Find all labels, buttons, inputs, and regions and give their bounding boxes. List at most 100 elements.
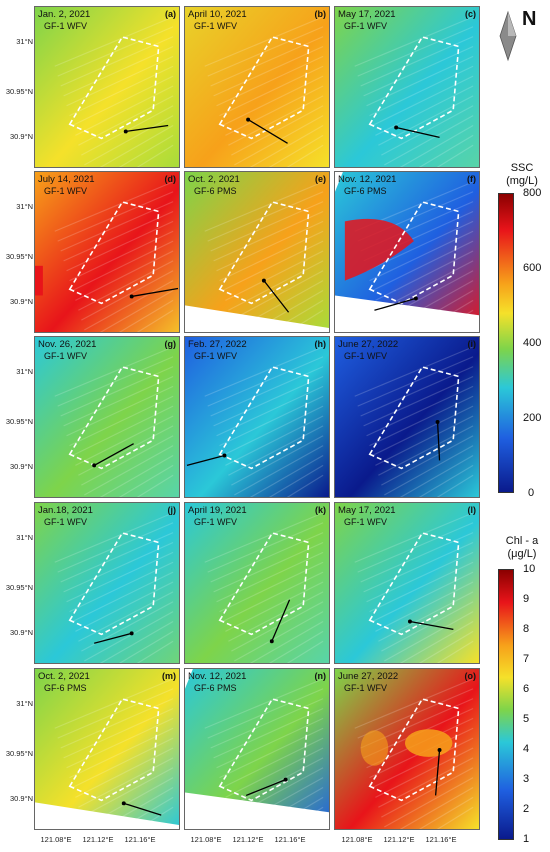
ssc-title: SSC xyxy=(510,162,534,174)
chl-unit: (μg/L) xyxy=(507,548,537,560)
lon-label: 121.12°E xyxy=(383,835,415,844)
lat-label: 30.95°N xyxy=(5,749,33,758)
panel-letter: (l) xyxy=(467,505,477,515)
chl-tick: 3 xyxy=(523,773,530,785)
map-panel-h: Feb. 27, 2022 GF-1 WFV (h) xyxy=(184,336,330,498)
chl-colorbar-title: Chl - a (μg/L) xyxy=(497,535,547,561)
panel-date: Feb. 27, 2022 xyxy=(188,339,247,350)
panel-sensor: GF-1 WFV xyxy=(344,351,387,361)
lon-label: 121.12°E xyxy=(82,835,114,844)
lat-label: 30.9°N xyxy=(9,794,33,803)
ssc-map-image xyxy=(335,337,479,497)
ssc-map-image xyxy=(35,503,179,663)
chl-tick: 1 xyxy=(523,833,530,845)
map-panel-g: Nov. 26, 2021 GF-1 WFV (g) xyxy=(34,336,180,498)
panel-date: May 17, 2021 xyxy=(338,9,396,20)
north-label: N xyxy=(522,8,537,30)
ssc-tick: 200 xyxy=(523,412,542,424)
chl-tick: 9 xyxy=(523,593,530,605)
panel-letter: (a) xyxy=(165,9,176,19)
panel-date: Nov. 12, 2021 xyxy=(188,671,247,682)
map-panel-l: May 17, 2021 GF-1 WFV (l) xyxy=(334,502,480,664)
lon-label: 121.16°E xyxy=(425,835,457,844)
chl-colorbar xyxy=(498,569,514,840)
ssc-tick: 0 xyxy=(528,487,535,499)
lat-label: 31°N xyxy=(16,533,33,542)
panel-letter: (n) xyxy=(314,671,327,681)
panel-letter: (e) xyxy=(315,174,326,184)
panel-date: June 27, 2022 xyxy=(338,671,399,682)
lat-label: 30.9°N xyxy=(9,132,33,141)
panel-date: Jan. 2, 2021 xyxy=(38,9,91,20)
ssc-map-image xyxy=(185,172,329,332)
lon-label: 121.16°E xyxy=(274,835,306,844)
panel-letter: (f) xyxy=(467,174,476,184)
lon-label: 121.08°E xyxy=(190,835,222,844)
ssc-map-image xyxy=(335,172,479,332)
ssc-map-image xyxy=(35,7,179,167)
map-panel-f: Nov. 12, 2021 GF-6 PMS (f) xyxy=(334,171,480,333)
ssc-tick: 800 xyxy=(523,187,542,199)
lon-label: 121.08°E xyxy=(40,835,72,844)
map-panel-e: Oct. 2, 2021 GF-6 PMS (e) xyxy=(184,171,330,333)
map-panel-d: July 14, 2021 GF-1 WFV (d) xyxy=(34,171,180,333)
panel-date: July 14, 2021 xyxy=(38,174,95,185)
lat-label: 31°N xyxy=(16,202,33,211)
ssc-map-image xyxy=(35,669,179,829)
lat-label: 30.9°N xyxy=(9,297,33,306)
panel-date: May 17, 2021 xyxy=(338,505,396,516)
panel-date: Oct. 2, 2021 xyxy=(188,174,240,185)
ssc-colorbar xyxy=(498,193,514,493)
north-arrow: N xyxy=(494,4,550,64)
lat-label: 30.95°N xyxy=(5,417,33,426)
lat-label: 31°N xyxy=(16,367,33,376)
map-panel-j: Jan.18, 2021 GF-1 WFV (j) xyxy=(34,502,180,664)
chl-tick: 6 xyxy=(523,683,530,695)
map-panel-m: Oct. 2, 2021 GF-6 PMS (m) xyxy=(34,668,180,830)
panel-letter: (b) xyxy=(314,9,327,19)
panel-letter: (k) xyxy=(315,505,326,515)
panel-date: Oct. 2, 2021 xyxy=(38,671,90,682)
ssc-tick: 600 xyxy=(523,262,542,274)
panel-letter: (m) xyxy=(162,671,176,681)
panel-date: Nov. 12, 2021 xyxy=(338,174,397,185)
map-panel-k: April 19, 2021 GF-1 WFV (k) xyxy=(184,502,330,664)
panel-sensor: GF-1 WFV xyxy=(44,186,87,196)
ssc-map-image xyxy=(335,503,479,663)
ssc-map-image xyxy=(185,669,329,829)
ssc-map-image xyxy=(35,172,179,332)
panel-date: April 19, 2021 xyxy=(188,505,247,516)
map-panel-b: April 10, 2021 GF-1 WFV (b) xyxy=(184,6,330,168)
ssc-colorbar-title: SSC (mg/L) xyxy=(497,162,547,188)
chl-tick: 10 xyxy=(523,563,536,575)
map-panel-o: June 27, 2022 GF-1 WFV (o) xyxy=(334,668,480,830)
ssc-map-image xyxy=(35,337,179,497)
panel-letter: (i) xyxy=(467,339,477,349)
map-panel-i: June 27, 2022 GF-1 WFV (i) xyxy=(334,336,480,498)
lat-label: 30.9°N xyxy=(9,628,33,637)
lat-label: 30.9°N xyxy=(9,462,33,471)
panel-sensor: GF-1 WFV xyxy=(44,351,87,361)
panel-sensor: GF-6 PMS xyxy=(194,186,237,196)
chl-tick: 2 xyxy=(523,803,530,815)
chl-tick: 5 xyxy=(523,713,530,725)
panel-date: April 10, 2021 xyxy=(188,9,247,20)
panel-letter: (j) xyxy=(167,505,177,515)
map-panel-a: Jan. 2, 2021 GF-1 WFV (a) xyxy=(34,6,180,168)
map-panel-c: May 17, 2021 GF-1 WFV (c) xyxy=(334,6,480,168)
lat-label: 30.95°N xyxy=(5,87,33,96)
chl-title: Chl - a xyxy=(505,535,539,547)
panel-sensor: GF-1 WFV xyxy=(344,517,387,527)
panel-letter: (o) xyxy=(464,671,477,681)
chl-tick: 8 xyxy=(523,623,530,635)
panel-sensor: GF-1 WFV xyxy=(344,683,387,693)
panel-letter: (c) xyxy=(465,9,476,19)
ssc-map-image xyxy=(185,337,329,497)
ssc-map-image xyxy=(185,503,329,663)
ssc-map-image xyxy=(335,669,479,829)
panel-sensor: GF-1 WFV xyxy=(194,21,237,31)
panel-date: Jan.18, 2021 xyxy=(38,505,93,516)
map-panel-n: Nov. 12, 2021 GF-6 PMS (n) xyxy=(184,668,330,830)
panel-date: June 27, 2022 xyxy=(338,339,399,350)
lon-label: 121.16°E xyxy=(124,835,156,844)
